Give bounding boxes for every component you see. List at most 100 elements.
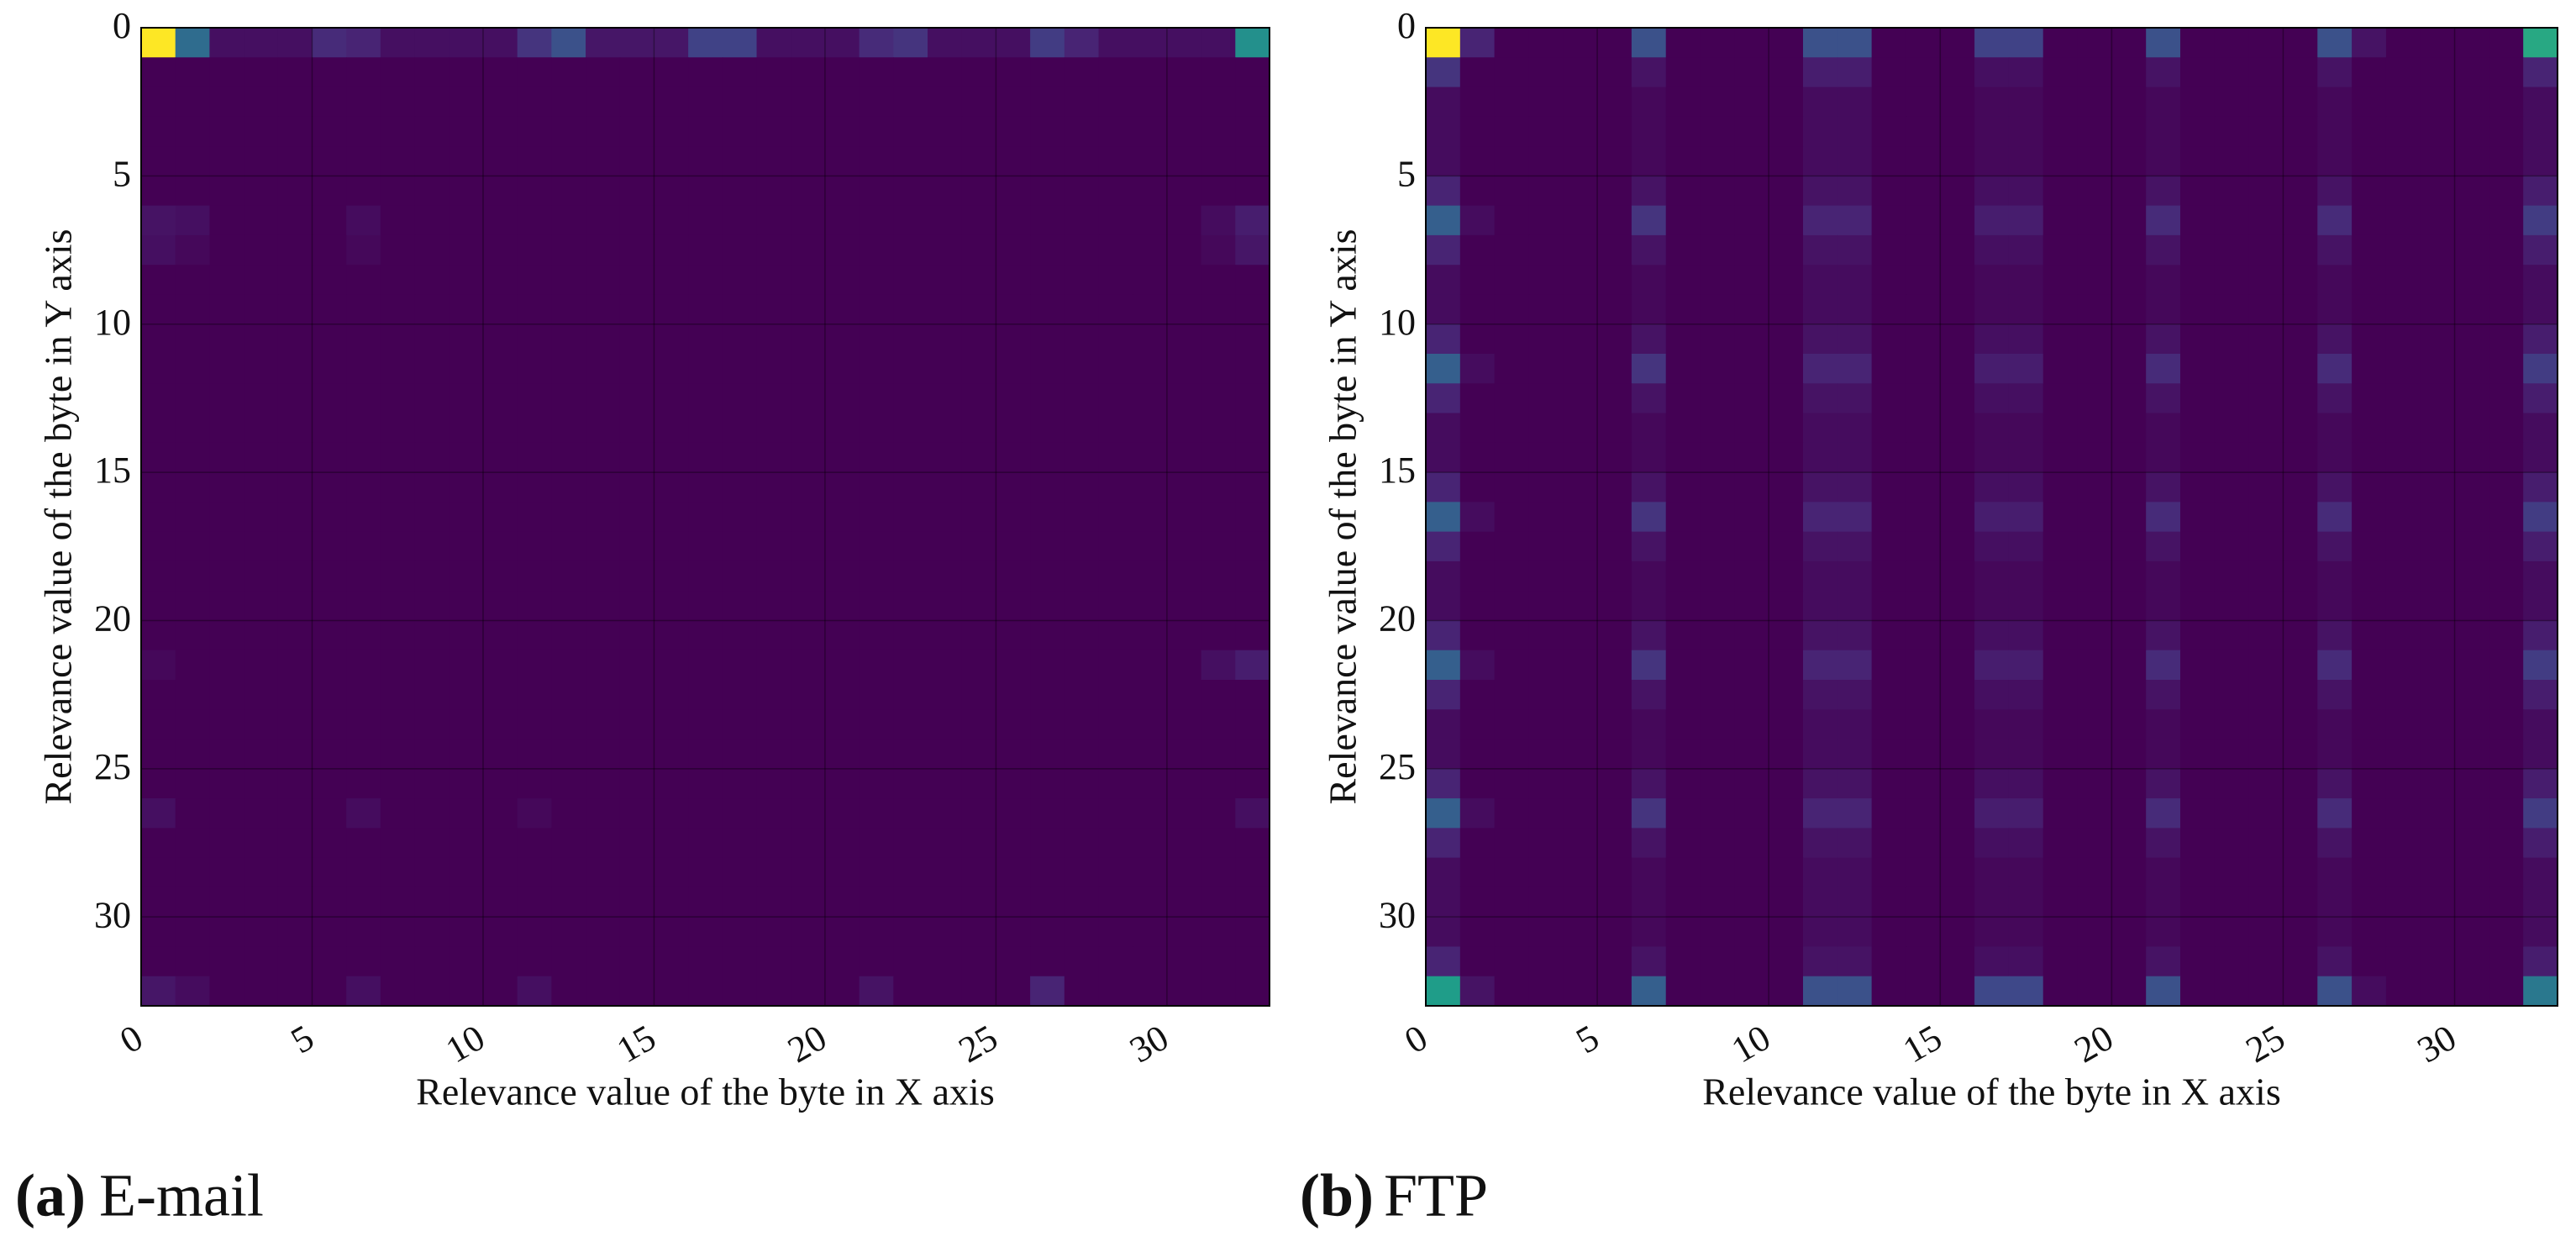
cell xyxy=(893,146,928,176)
cell xyxy=(2180,887,2216,918)
cell xyxy=(1906,294,1941,325)
y-tick-label: 30 xyxy=(1379,894,1416,935)
cell xyxy=(2248,176,2284,207)
cell xyxy=(791,234,826,266)
cell xyxy=(1494,560,1530,592)
cell xyxy=(244,917,279,948)
cell xyxy=(1837,976,1873,1007)
cell xyxy=(1700,887,1735,918)
cell xyxy=(2420,680,2456,710)
cell xyxy=(722,828,758,859)
cell xyxy=(2489,739,2524,770)
cell xyxy=(2077,828,2112,859)
cell xyxy=(175,234,210,266)
cell xyxy=(1700,798,1735,829)
cell xyxy=(414,946,449,977)
cell xyxy=(619,234,655,266)
cell xyxy=(893,234,928,266)
cell xyxy=(1426,354,1461,384)
cell xyxy=(586,680,621,710)
cell xyxy=(2214,887,2250,918)
cell xyxy=(2420,294,2456,325)
cell xyxy=(551,591,586,622)
cell xyxy=(893,294,928,325)
cell xyxy=(654,531,689,562)
cell xyxy=(2111,146,2147,176)
cell xyxy=(1631,591,1667,622)
cell xyxy=(2523,828,2558,859)
cell xyxy=(996,531,1031,562)
cell xyxy=(1700,680,1735,710)
cell xyxy=(688,531,723,562)
cell xyxy=(1871,768,1907,799)
cell xyxy=(277,502,313,533)
cell xyxy=(1803,87,1838,118)
cell xyxy=(2454,502,2489,533)
cell xyxy=(1030,591,1065,622)
cell xyxy=(414,828,449,859)
cell xyxy=(1459,294,1496,325)
cell xyxy=(1597,57,1632,88)
cell xyxy=(175,116,210,147)
cell xyxy=(1459,146,1496,176)
cell xyxy=(586,620,621,651)
cell xyxy=(1665,294,1701,325)
cell xyxy=(346,768,381,799)
cell xyxy=(961,57,997,88)
cell xyxy=(2454,87,2489,118)
cell xyxy=(2352,591,2387,622)
cell xyxy=(1494,709,1530,740)
cell xyxy=(2523,620,2558,651)
cell xyxy=(1166,531,1202,562)
cell xyxy=(2385,28,2421,58)
cell xyxy=(1494,265,1530,296)
cell xyxy=(482,798,518,829)
cell xyxy=(824,383,860,414)
cell xyxy=(449,531,484,562)
cell xyxy=(996,57,1031,88)
cell xyxy=(1597,917,1632,948)
cell xyxy=(1494,324,1530,355)
cell xyxy=(244,205,279,236)
cell xyxy=(2420,146,2456,176)
cell xyxy=(517,383,552,414)
cell xyxy=(1974,946,2010,977)
cell xyxy=(1769,205,1804,236)
cell xyxy=(141,976,176,1007)
cell xyxy=(1631,234,1667,266)
cell xyxy=(928,531,963,562)
cell xyxy=(1528,176,1564,207)
cell xyxy=(1133,768,1168,799)
cell xyxy=(996,798,1031,829)
cell xyxy=(1494,680,1530,710)
cell xyxy=(2111,57,2147,88)
cell xyxy=(551,116,586,147)
cell xyxy=(1906,28,1941,58)
cell xyxy=(928,798,963,829)
cell xyxy=(1459,798,1496,829)
cell xyxy=(1166,176,1202,207)
cell xyxy=(2008,354,2044,384)
cell xyxy=(893,531,928,562)
cell xyxy=(1665,502,1701,533)
cell xyxy=(414,917,449,948)
cell xyxy=(2317,116,2353,147)
cell xyxy=(1528,709,1564,740)
cell xyxy=(859,87,894,118)
cell xyxy=(244,146,279,176)
cell xyxy=(2420,265,2456,296)
cell xyxy=(722,620,758,651)
cell xyxy=(2042,560,2079,592)
cell xyxy=(2283,650,2318,681)
cell xyxy=(1030,413,1065,444)
cell xyxy=(209,917,244,948)
cell xyxy=(2283,857,2318,888)
cell xyxy=(277,857,313,888)
cell xyxy=(961,413,997,444)
cell xyxy=(654,709,689,740)
cell xyxy=(996,946,1031,977)
cell xyxy=(277,383,313,414)
cell xyxy=(2317,531,2353,562)
cell xyxy=(2180,28,2216,58)
cell xyxy=(1940,857,1975,888)
